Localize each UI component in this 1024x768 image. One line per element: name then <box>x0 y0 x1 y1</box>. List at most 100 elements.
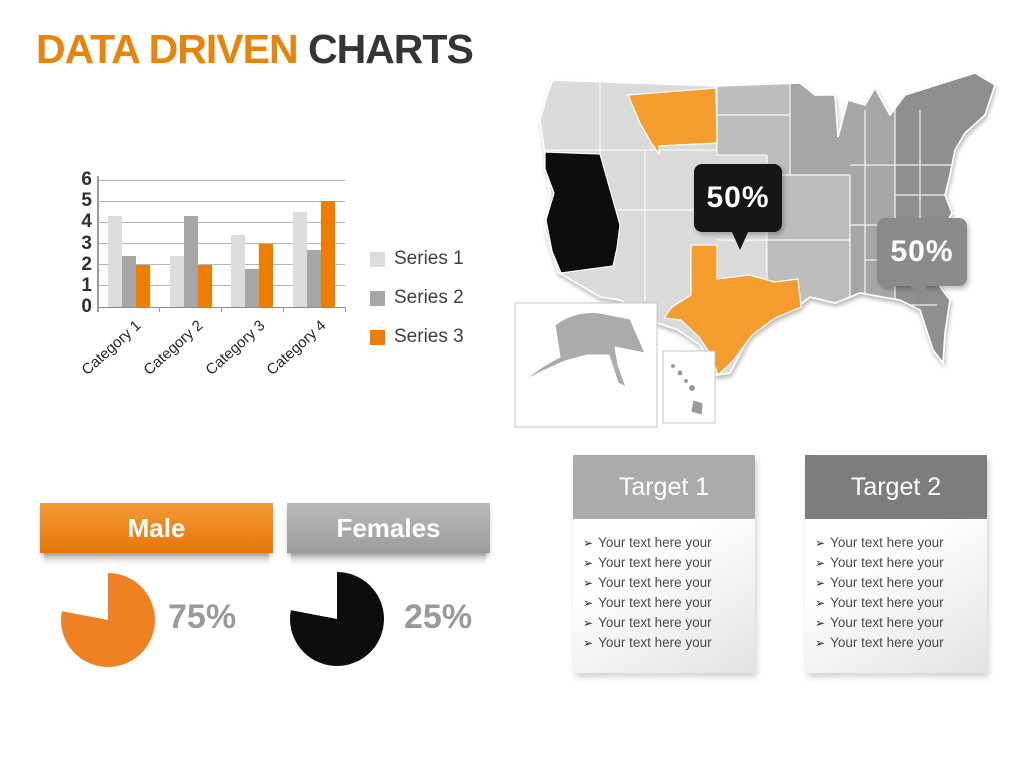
gridline-1 <box>98 285 345 287</box>
bullet-text: Your text here your <box>598 575 712 590</box>
montana-state <box>627 87 718 156</box>
arrow-bullet-icon: ➢ <box>815 536 826 550</box>
title-dark-part: CHARTS <box>307 26 474 72</box>
bullet-text: Your text here your <box>830 615 944 630</box>
bullet-text: Your text here your <box>830 575 944 590</box>
target-bullet-item: ➢ Your text here your <box>583 553 749 573</box>
target-1-header: Target 1 <box>573 455 755 519</box>
bar-series-2-cat4 <box>307 249 322 307</box>
target-bullet-item: ➢ Your text here your <box>583 573 749 593</box>
x-axis-tick <box>221 307 222 312</box>
alaska-inset <box>514 302 658 428</box>
legend-swatch-icon <box>370 290 385 306</box>
female-pie-chart <box>290 572 384 666</box>
y-tick-label: 4 <box>81 211 92 233</box>
map-callout-texas: 50% <box>694 164 782 250</box>
bullet-text: Your text here your <box>830 535 944 550</box>
arrow-bullet-icon: ➢ <box>583 616 594 630</box>
legend-label: Series 2 <box>394 287 464 308</box>
female-percent-label: 25% <box>404 598 473 636</box>
gridline-3 <box>98 243 345 244</box>
bullet-text: Your text here your <box>598 615 712 630</box>
x-axis-tick <box>344 307 346 312</box>
bullet-text: Your text here your <box>598 595 712 610</box>
legend-swatch-icon <box>370 251 385 267</box>
california-state <box>544 151 621 274</box>
x-axis-tick <box>282 307 284 312</box>
arrow-bullet-icon: ➢ <box>583 636 594 650</box>
target-bullet-item: ➢ Your text here your <box>583 613 749 633</box>
y-tick-label: 3 <box>81 232 92 254</box>
target-1-list: ➢ Your text here your ➢ Your text here your… <box>583 533 749 653</box>
gridline-2 <box>98 264 345 266</box>
hawaii-inset <box>662 350 716 424</box>
bar-series-1-cat3 <box>231 235 246 307</box>
y-tick-label: 6 <box>81 169 92 190</box>
target-2-list: ➢ Your text here your ➢ Your text here your… <box>815 533 981 653</box>
legend-swatch-icon <box>370 329 385 345</box>
bar-series-1-cat1 <box>107 215 122 307</box>
gridline-5 <box>98 200 345 202</box>
bar-series-3-cat2 <box>197 264 212 307</box>
arrow-bullet-icon: ➢ <box>815 636 826 650</box>
arrow-bullet-icon: ➢ <box>583 536 594 550</box>
bar-series-2-cat2 <box>183 215 198 307</box>
bar-series-3-cat3 <box>259 243 274 307</box>
gridline-6 <box>98 179 345 181</box>
bullet-text: Your text here your <box>598 555 712 570</box>
x-axis-tick <box>159 307 161 312</box>
arrow-bullet-icon: ➢ <box>815 616 826 630</box>
us-map-figure: 50% 50% <box>505 55 1020 445</box>
target-bullet-item: ➢ Your text here your <box>815 613 981 633</box>
bar-series-2-cat3 <box>245 268 260 307</box>
legend-label: Series 1 <box>394 248 464 269</box>
female-banner: Females <box>287 503 490 566</box>
chart-legend: Series 1 Series 2 Series 3 <box>370 248 464 365</box>
y-tick-label: 2 <box>81 253 92 275</box>
bar-chart-plot: 0 1 2 3 4 5 6 Category 1 Category 2 Category 3 Cat… <box>78 169 346 379</box>
legend-item: Series 3 <box>370 326 464 348</box>
bullet-text: Your text here your <box>830 555 944 570</box>
y-tick-label: 1 <box>81 274 92 296</box>
legend-item: Series 2 <box>370 287 464 309</box>
bullet-text: Your text here your <box>830 595 944 610</box>
bar-series-1-cat4 <box>293 211 308 307</box>
y-tick-label: 5 <box>81 190 92 212</box>
male-banner: Male <box>40 503 273 566</box>
y-axis-line <box>97 176 99 312</box>
gridline-4 <box>98 221 345 223</box>
legend-label: Series 3 <box>394 326 464 347</box>
map-callout-florida: 50% <box>877 218 967 303</box>
bullet-text: Your text here your <box>598 635 712 650</box>
page-title: DATA DRIVEN CHARTS <box>36 26 474 73</box>
target-1-panel: Target 1 ➢ Your text here your ➢ Your text … <box>573 455 755 673</box>
target-bullet-item: ➢ Your text here your <box>815 533 981 553</box>
male-percent-label: 75% <box>168 598 237 636</box>
target-bullet-item: ➢ Your text here your <box>815 573 981 593</box>
target-bullet-item: ➢ Your text here your <box>815 593 981 613</box>
callout-value: 50% <box>706 181 770 214</box>
arrow-bullet-icon: ➢ <box>583 576 594 590</box>
callout-value: 50% <box>890 235 954 268</box>
bar-series-3-cat1 <box>135 264 150 307</box>
bullet-text: Your text here your <box>598 535 712 550</box>
bullet-text: Your text here your <box>830 635 944 650</box>
legend-item: Series 1 <box>370 248 464 270</box>
target-bullet-item: ➢ Your text here your <box>583 633 749 653</box>
arrow-bullet-icon: ➢ <box>815 556 826 570</box>
bar-series-3-cat4 <box>321 201 336 307</box>
bar-series-1-cat2 <box>169 256 184 307</box>
target-1-body: ➢ Your text here your ➢ Your text here your… <box>573 519 755 673</box>
arrow-bullet-icon: ➢ <box>815 576 826 590</box>
arrow-bullet-icon: ➢ <box>583 556 594 570</box>
arrow-bullet-icon: ➢ <box>815 596 826 610</box>
texas-state <box>662 244 802 377</box>
title-orange-part: DATA DRIVEN <box>36 26 308 72</box>
y-tick-label: 0 <box>81 296 92 317</box>
bar-series-2-cat1 <box>121 256 136 307</box>
target-2-body: ➢ Your text here your ➢ Your text here your… <box>805 519 987 673</box>
arrow-bullet-icon: ➢ <box>583 596 594 610</box>
target-bullet-item: ➢ Your text here your <box>815 553 981 573</box>
x-axis-tick <box>97 307 99 312</box>
